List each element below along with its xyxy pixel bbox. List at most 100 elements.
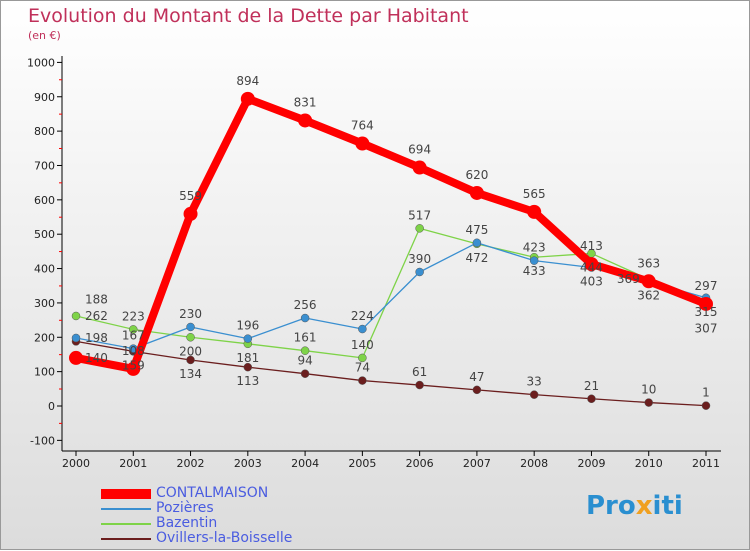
- x-tick-label: 2000: [62, 457, 90, 470]
- y-tick-label: -100: [30, 434, 55, 447]
- data-label: 167: [122, 329, 145, 343]
- data-point: [415, 224, 424, 233]
- y-tick-label: 600: [34, 194, 55, 207]
- data-point: [300, 369, 310, 378]
- series-line-Ovillers-la-Boisselle: [75, 340, 707, 407]
- data-label: 403: [580, 275, 603, 289]
- data-point: [469, 185, 484, 200]
- data-point: [584, 257, 599, 272]
- data-point: [644, 398, 653, 407]
- legend-label: Bazentin: [156, 515, 218, 531]
- y-tick-label: 400: [34, 263, 55, 276]
- data-label: 181: [236, 351, 259, 365]
- data-label: 256: [294, 298, 317, 312]
- y-tick-label: 0: [48, 400, 55, 413]
- data-point: [186, 355, 195, 365]
- x-tick-label: 2004: [291, 457, 319, 470]
- legend-swatch: [101, 523, 151, 525]
- data-label: 390: [408, 252, 431, 266]
- chart-subtitle: (en €): [28, 29, 61, 42]
- y-tick-label: 300: [34, 297, 55, 310]
- data-label: 198: [85, 331, 108, 345]
- data-point: [186, 333, 195, 342]
- data-point: [358, 324, 367, 334]
- data-label: 47: [469, 370, 484, 384]
- data-point: [415, 267, 424, 277]
- data-point: [240, 91, 255, 106]
- data-label: 262: [85, 309, 108, 323]
- data-point: [701, 401, 711, 410]
- proxiti-logo: Proxiti: [586, 491, 683, 521]
- data-label: 362: [637, 289, 660, 303]
- data-label: 108: [122, 344, 145, 358]
- data-label: 61: [412, 365, 427, 379]
- data-label: 559: [179, 189, 202, 203]
- data-label: 764: [351, 118, 374, 132]
- data-point: [641, 274, 656, 289]
- data-label: 33: [527, 375, 542, 389]
- data-point: [527, 204, 542, 219]
- data-label: 113: [236, 374, 259, 388]
- x-tick-label: 2003: [234, 457, 262, 470]
- data-label: 444: [580, 260, 603, 274]
- legend-swatch: [101, 538, 151, 540]
- data-point: [300, 313, 310, 323]
- data-label: 196: [236, 319, 259, 333]
- y-tick-label: 200: [34, 331, 55, 344]
- legend-label: CONTALMAISON: [156, 485, 269, 501]
- data-point: [243, 334, 253, 343]
- data-label: 21: [584, 379, 599, 393]
- data-label: 413: [580, 239, 603, 253]
- y-tick-label: 800: [34, 125, 55, 138]
- data-label: 363: [637, 256, 660, 270]
- data-point: [412, 160, 427, 175]
- data-label: 159: [122, 358, 145, 372]
- data-label: 297: [695, 279, 718, 293]
- data-label: 10: [641, 383, 656, 397]
- data-point: [472, 385, 482, 395]
- x-tick-label: 2008: [520, 457, 548, 470]
- data-label: 134: [179, 367, 202, 381]
- x-tick-label: 2005: [348, 457, 376, 470]
- data-label: 433: [523, 264, 546, 278]
- data-point: [355, 136, 370, 151]
- y-tick-label: 1000: [27, 56, 55, 69]
- data-label: 74: [355, 361, 370, 375]
- data-label: 94: [297, 354, 312, 368]
- data-label: 224: [351, 309, 374, 323]
- data-label: 472: [465, 251, 488, 265]
- data-point: [186, 322, 195, 332]
- data-point: [699, 296, 713, 311]
- data-label: 188: [85, 292, 108, 306]
- data-label: 694: [408, 143, 431, 157]
- data-label: 200: [179, 344, 202, 358]
- data-point: [129, 325, 138, 334]
- data-label: 517: [408, 208, 431, 222]
- data-label: 230: [179, 307, 202, 321]
- data-label: 140: [85, 351, 108, 365]
- data-label: 620: [465, 168, 488, 182]
- series-line-Bazentin: [75, 227, 707, 359]
- data-point: [415, 380, 424, 390]
- data-point: [243, 362, 253, 372]
- data-point: [71, 333, 81, 343]
- data-point: [358, 353, 367, 363]
- legend-label: Pozières: [156, 500, 214, 516]
- data-point: [69, 350, 83, 365]
- data-point: [300, 346, 310, 355]
- data-label: 831: [294, 95, 317, 109]
- data-label: 423: [523, 241, 546, 255]
- data-label: 475: [465, 223, 488, 237]
- data-point: [358, 376, 367, 385]
- legend-swatch: [101, 508, 151, 510]
- legend-swatch: [101, 489, 151, 499]
- data-label: 161: [294, 331, 317, 345]
- y-tick-label: 700: [34, 159, 55, 172]
- x-tick-label: 2007: [463, 457, 491, 470]
- data-point: [472, 238, 482, 248]
- data-label: 307: [695, 322, 718, 336]
- data-label: 140: [351, 338, 374, 352]
- x-tick-label: 2010: [635, 457, 663, 470]
